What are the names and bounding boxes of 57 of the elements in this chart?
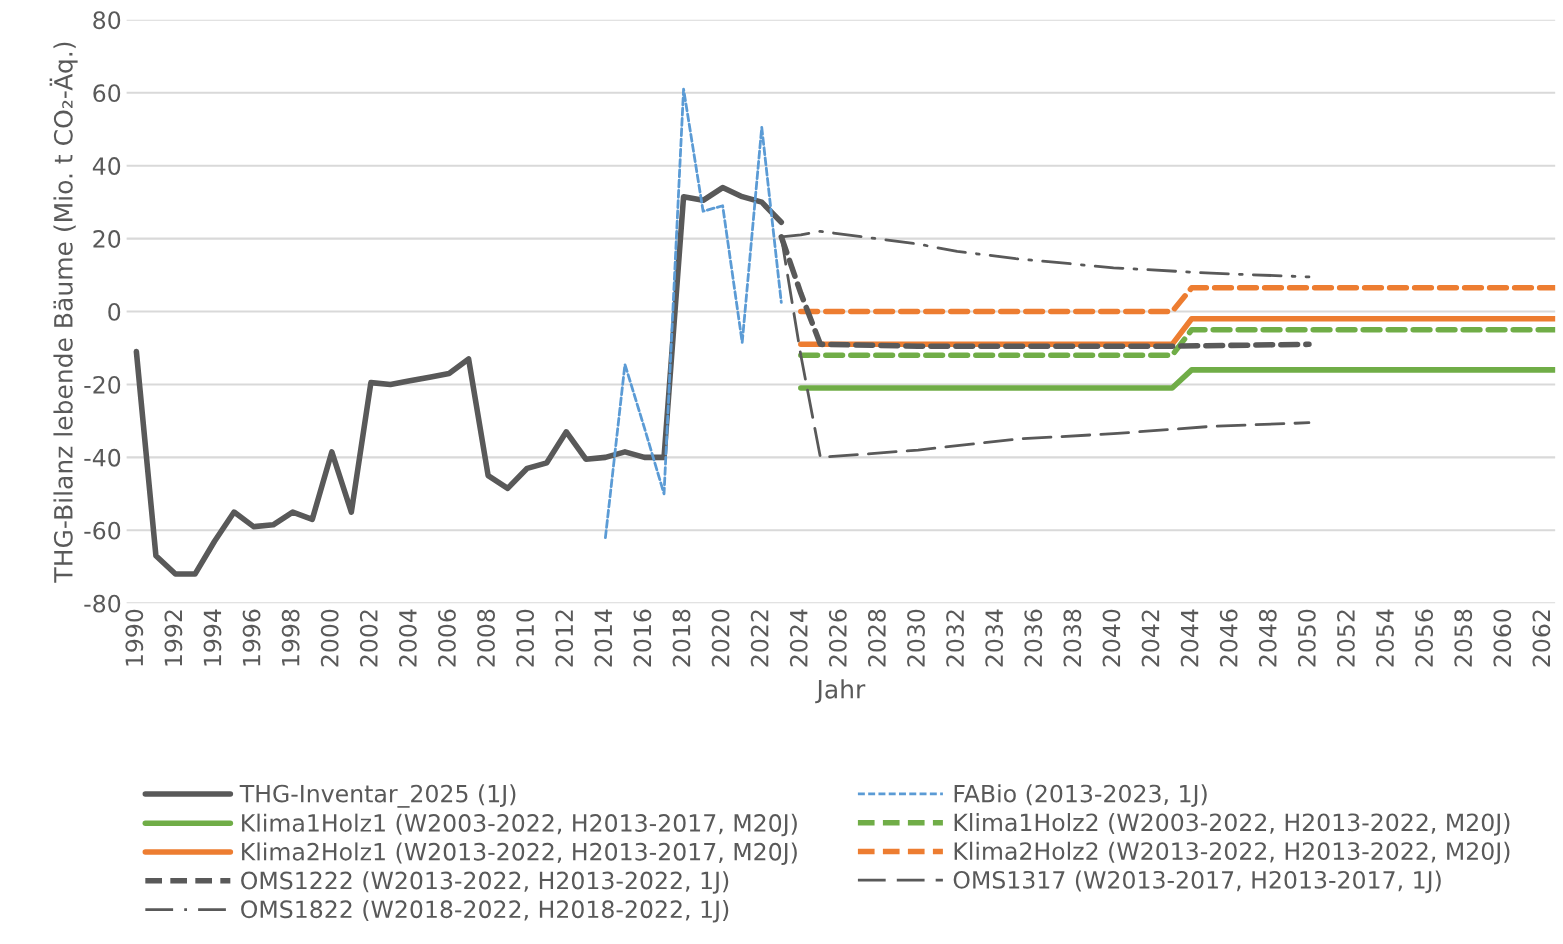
x-tick-label: 2018 (672, 609, 691, 667)
x-tick-label: 2052 (1337, 610, 1355, 667)
x-axis-title: Jahr (815, 679, 866, 704)
y-axis-title: THG-Bilanz lebende Bäume (Mio. t CO₂-Äq.) (49, 42, 78, 583)
legend-label: Klima2Holz1 (W2013-2022, H2013-2017, M20J) (242, 842, 797, 866)
x-tick-label: 2058 (1454, 609, 1473, 667)
x-tick-label: 1994 (203, 609, 222, 666)
x-tick-label: 2044 (1180, 609, 1199, 667)
y-tick-label: -60 (84, 521, 121, 540)
x-tick-label: 2002 (359, 610, 378, 667)
x-tick-label: 2056 (1415, 609, 1434, 667)
y-tick-label: 80 (93, 11, 121, 30)
legend-label: Klima1Holz1 (W2003-2022, H2013-2017, M20J) (242, 813, 797, 837)
x-tick-label: 2008 (477, 609, 495, 667)
x-tick-label: 2020 (711, 609, 730, 667)
x-tick-label: 2024 (789, 609, 808, 667)
x-tick-label: 2054 (1376, 609, 1394, 667)
x-tick-label: 2040 (1102, 609, 1121, 667)
x-tick-label: 2042 (1141, 610, 1160, 667)
x-tick-label: 2046 (1219, 609, 1238, 667)
x-tick-label: 2012 (555, 610, 574, 667)
legend-label: FABio (2013-2023, 1J) (954, 784, 1207, 807)
x-tick-label: 2004 (398, 609, 417, 667)
legend-label: Klima1Holz2 (W2003-2022, H2013-2022, M20J) (954, 812, 1510, 836)
x-tick-label: 2000 (320, 609, 339, 667)
x-tick-label: 2062 (1532, 610, 1551, 667)
x-tick-label: 2038 (1063, 609, 1082, 667)
x-tick-label: 2010 (516, 609, 535, 667)
x-tick-label: 2028 (867, 609, 886, 667)
x-tick-label: 2006 (438, 609, 456, 667)
legend-label: OMS1222 (W2013-2022, H2013-2022, 1J) (241, 871, 729, 894)
x-tick-label: 2048 (1258, 609, 1277, 667)
y-tick-label: 0 (108, 302, 121, 321)
x-tick-label: 2030 (907, 609, 925, 667)
legend-label: Klima2Holz2 (W2013-2022, H2013-2022, M20J) (954, 841, 1510, 865)
x-tick-label: 1992 (164, 610, 183, 666)
x-tick-label: 2016 (633, 609, 652, 667)
x-tick-label: 2026 (828, 609, 847, 667)
x-tick-label: 2036 (1024, 609, 1043, 667)
y-tick-label: 40 (92, 157, 121, 175)
x-tick-label: 2014 (594, 609, 613, 667)
x-tick-label: 1996 (242, 609, 261, 666)
y-tick-label: 20 (93, 230, 121, 248)
x-tick-label: 2060 (1493, 609, 1512, 667)
x-tick-label: 2034 (985, 609, 1004, 667)
y-tick-label: 60 (93, 84, 121, 103)
x-tick-label: 1998 (281, 609, 300, 666)
y-tick-label: -80 (84, 594, 121, 613)
legend-label: OMS1822 (W2018-2022, H2018-2022, 1J) (241, 899, 729, 923)
y-tick-label: -40 (84, 448, 121, 467)
x-tick-label: 2050 (1297, 609, 1316, 667)
x-tick-label: 2022 (750, 610, 769, 667)
y-tick-label: -20 (84, 375, 121, 394)
x-tick-label: 1990 (125, 609, 144, 666)
x-tick-label: 2032 (946, 610, 965, 667)
legend-label: OMS1317 (W2013-2017, H2013-2017, 1J) (953, 870, 1441, 894)
legend-label: THG-Inventar_2025 (1J) (239, 784, 516, 808)
